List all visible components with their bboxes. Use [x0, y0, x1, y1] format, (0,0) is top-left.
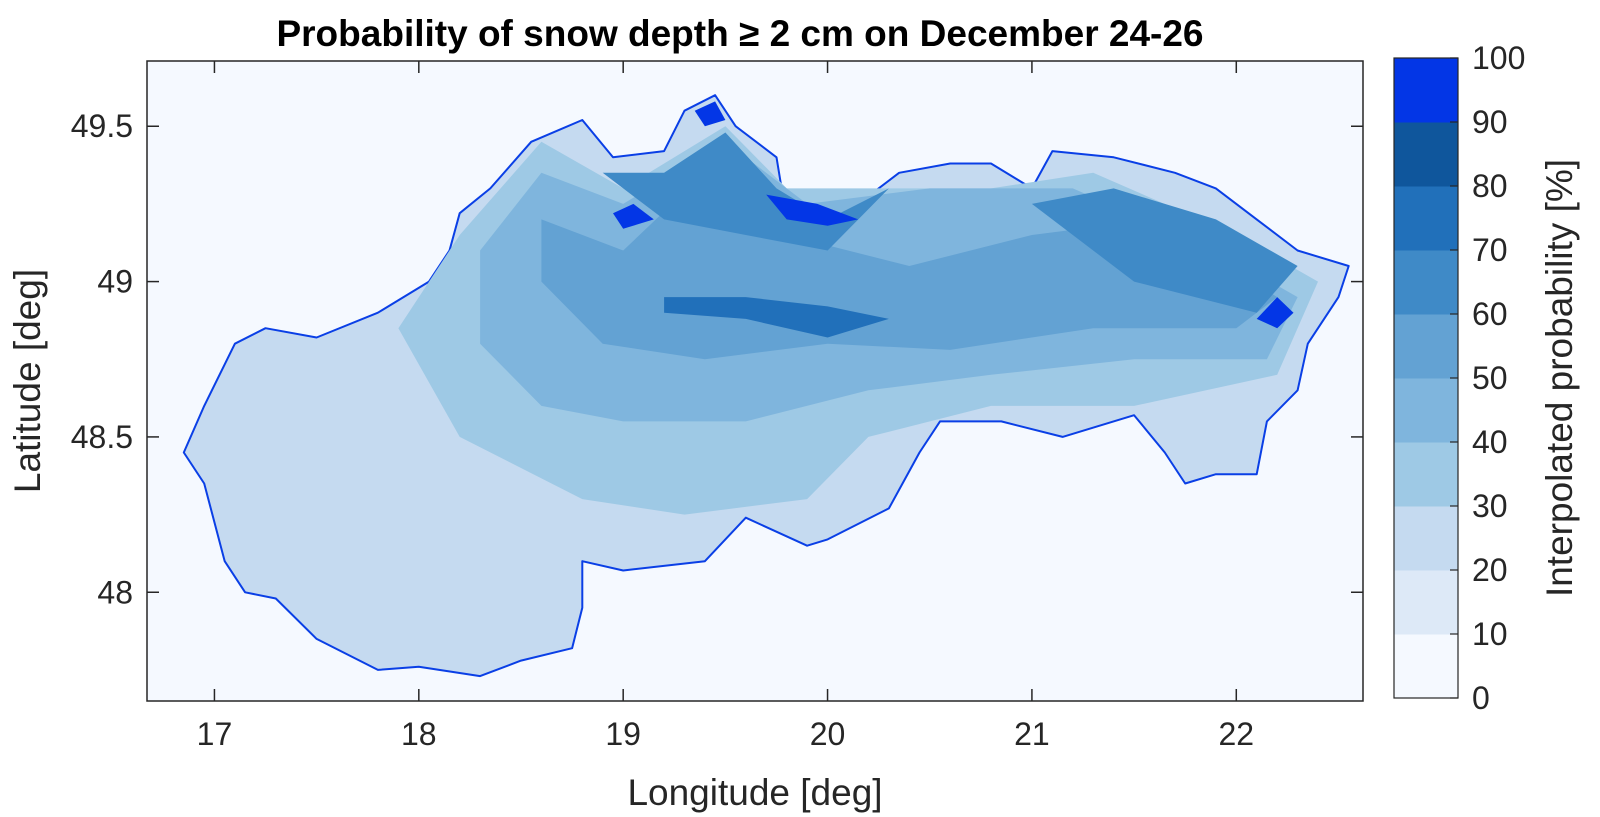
y-axis-label: Latitude [deg]	[7, 269, 48, 493]
colorbar-ticks: 0 10 20 30 40 50 60 70 80 90 100	[1450, 40, 1525, 716]
colorbar-tick-label: 60	[1472, 296, 1508, 332]
colorbar-swatch	[1394, 58, 1458, 123]
colorbar-tick-label: 50	[1472, 360, 1508, 396]
colorbar-swatch	[1394, 506, 1458, 571]
y-tick-label: 49.5	[71, 108, 133, 144]
x-tick-label: 20	[810, 716, 846, 752]
colorbar-swatch	[1394, 378, 1458, 443]
x-axis-ticks: 17 18 19 20 21 22	[197, 61, 1254, 752]
colorbar-tick-label: 30	[1472, 488, 1508, 524]
colorbar-label: Interpolated probability [%]	[1539, 159, 1580, 597]
region-low-tatras	[664, 297, 889, 338]
colorbar-tick-label: 90	[1472, 104, 1508, 140]
colorbar-tick-label: 70	[1472, 232, 1508, 268]
y-tick-label: 49	[97, 264, 133, 300]
colorbar-swatch	[1394, 122, 1458, 187]
colorbar	[1394, 58, 1458, 699]
region-peak-vihorlat	[1256, 297, 1294, 329]
y-axis-ticks: 48 48.5 49 49.5	[71, 108, 1363, 610]
x-tick-label: 17	[197, 716, 233, 752]
colorbar-tick-label: 20	[1472, 552, 1508, 588]
x-axis-label: Longitude [deg]	[627, 772, 882, 813]
colorbar-swatch	[1394, 634, 1458, 699]
x-tick-label: 21	[1014, 716, 1050, 752]
plot-area-frame	[146, 60, 1364, 702]
colorbar-swatch	[1394, 250, 1458, 315]
x-tick-label: 19	[605, 716, 641, 752]
x-tick-label: 18	[401, 716, 437, 752]
region-peak-high-tatras	[766, 194, 859, 226]
colorbar-swatch	[1394, 442, 1458, 507]
x-tick-label: 22	[1218, 716, 1254, 752]
colorbar-swatch	[1394, 570, 1458, 635]
y-tick-label: 48	[97, 574, 133, 610]
region-band-60-east	[1031, 188, 1298, 313]
colorbar-tick-label: 40	[1472, 424, 1508, 460]
colorbar-tick-label: 0	[1472, 680, 1490, 716]
y-tick-label: 48.5	[71, 419, 133, 455]
region-peak-babia	[694, 101, 726, 127]
colorbar-tick-label: 100	[1472, 40, 1525, 76]
region-peak-fatra	[613, 203, 654, 229]
chart-title: Probability of snow depth ≥ 2 cm on Dece…	[276, 13, 1203, 54]
colorbar-tick-label: 80	[1472, 168, 1508, 204]
colorbar-swatch	[1394, 314, 1458, 379]
colorbar-swatch	[1394, 186, 1458, 251]
colorbar-tick-label: 10	[1472, 616, 1508, 652]
probability-regions	[182, 94, 1350, 678]
